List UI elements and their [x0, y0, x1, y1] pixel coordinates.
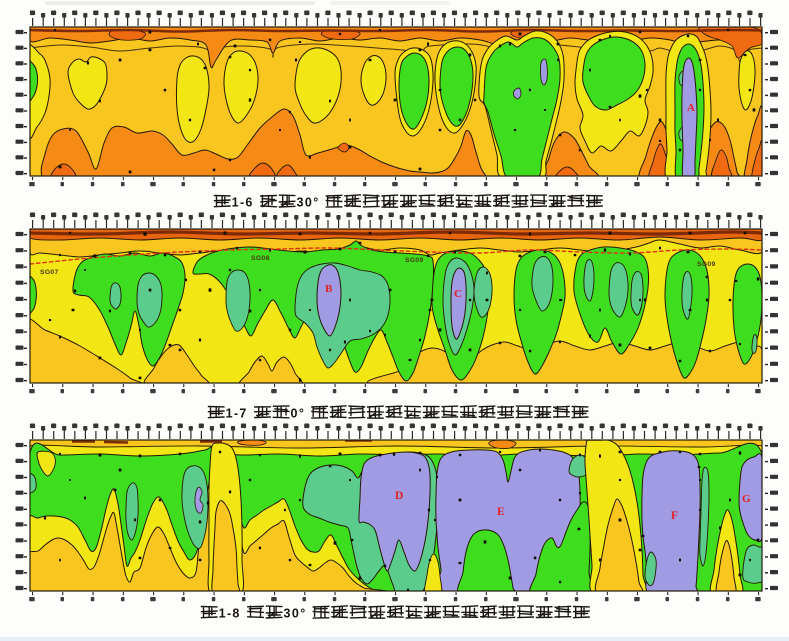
svg-text:°: °: [299, 407, 304, 421]
svg-text:E: E: [497, 506, 505, 518]
svg-text:SG07: SG07: [40, 269, 59, 276]
svg-text:G: G: [742, 493, 751, 505]
svg-text:1: 1: [219, 607, 226, 621]
svg-text:°: °: [313, 196, 318, 210]
svg-text:-: -: [227, 607, 231, 621]
svg-text:°: °: [300, 607, 305, 621]
svg-text:C: C: [454, 288, 462, 300]
svg-text:SG09: SG09: [405, 257, 424, 264]
svg-text:F: F: [671, 510, 678, 522]
svg-text:3: 3: [297, 196, 304, 210]
svg-text:3: 3: [284, 607, 291, 621]
svg-text:1: 1: [226, 407, 233, 421]
svg-text:7: 7: [239, 407, 246, 421]
svg-text:D: D: [395, 490, 403, 502]
svg-text:-: -: [240, 196, 244, 210]
svg-text:A: A: [687, 102, 695, 114]
svg-text:6: 6: [245, 196, 252, 210]
svg-text:SG09: SG09: [697, 261, 716, 268]
svg-text:SG08: SG08: [251, 255, 270, 262]
svg-text:0: 0: [291, 407, 298, 421]
svg-text:-: -: [234, 407, 238, 421]
svg-text:1: 1: [232, 196, 239, 210]
svg-text:B: B: [325, 283, 333, 295]
svg-text:0: 0: [305, 196, 312, 210]
svg-text:8: 8: [232, 607, 239, 621]
svg-text:0: 0: [292, 607, 299, 621]
